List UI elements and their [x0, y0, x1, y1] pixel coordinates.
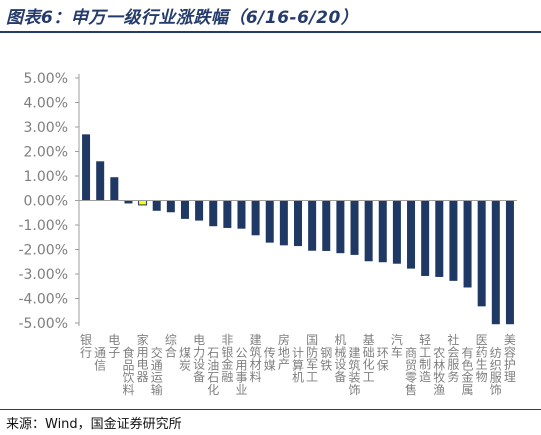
bar: [463, 200, 472, 288]
bar: [336, 200, 345, 254]
bar: [294, 200, 302, 247]
x-category-label: 通信: [94, 346, 106, 372]
x-category-label: 纺织服饰: [490, 346, 502, 397]
bar: [350, 200, 359, 255]
x-category-label: 银行: [80, 333, 92, 359]
bar: [110, 177, 119, 201]
x-category-label: 家用电器: [137, 332, 149, 384]
x-category-label: 综合: [165, 333, 177, 359]
y-tick-label: 0.00%: [24, 194, 68, 210]
bar: [223, 200, 232, 228]
bar: [124, 200, 133, 204]
x-category-label: 电子: [108, 333, 120, 359]
x-category-label: 环保: [377, 346, 389, 372]
y-tick-label: -1.00%: [18, 218, 68, 234]
bar: [279, 200, 288, 246]
x-category-label: 商贸零售: [405, 345, 417, 397]
x-category-label: 基础化工: [363, 333, 375, 384]
bar: [96, 161, 105, 201]
bar: [491, 200, 500, 325]
x-category-label: 石油石化: [207, 346, 219, 397]
bar: [477, 200, 486, 307]
x-category-label: 建筑材料: [250, 333, 262, 384]
y-tick-label: -3.00%: [18, 267, 68, 283]
source-note: 来源：Wind，国金证券研究所: [6, 417, 182, 432]
bar: [435, 200, 444, 277]
y-tick-label: -5.00%: [18, 316, 68, 332]
y-tick-label: 5.00%: [24, 71, 68, 87]
bar: [265, 200, 274, 243]
y-tick-label: 2.00%: [24, 145, 68, 161]
x-category-label: 美容护理: [504, 333, 516, 384]
x-category-label: 汽车: [391, 332, 403, 359]
source-rule: [0, 409, 541, 410]
x-category-label: 房地产: [278, 332, 290, 372]
y-tick-label: 1.00%: [24, 169, 68, 185]
y-tick-label: 3.00%: [24, 120, 68, 136]
x-category-label: 国防军工: [306, 333, 318, 384]
y-tick-label: -2.00%: [18, 243, 68, 259]
bar: [378, 200, 387, 263]
bar: [180, 200, 189, 219]
bar: [195, 200, 204, 221]
bar: [364, 200, 373, 262]
x-category-label: 计算机: [292, 346, 304, 385]
x-category-label: 非银金融: [221, 333, 233, 384]
bar: [251, 200, 260, 236]
x-category-label: 有色金属: [462, 346, 474, 397]
title-rule: [0, 31, 541, 33]
x-category-label: 农林牧渔: [433, 346, 445, 397]
x-category-label: 食品饮料: [122, 345, 134, 397]
x-category-label: 钢铁: [320, 346, 332, 372]
y-tick-label: -4.00%: [18, 292, 68, 308]
bar: [82, 134, 91, 201]
bar: [237, 200, 246, 229]
bar: [505, 200, 514, 325]
y-tick-label: 4.00%: [24, 96, 68, 112]
x-category-label: 电力设备: [193, 333, 205, 384]
bar: [421, 200, 430, 276]
x-category-label: 医药生物: [476, 333, 488, 384]
bar: [152, 200, 161, 211]
x-category-label: 建筑装饰: [349, 346, 361, 397]
bar: [407, 200, 416, 269]
bar: [308, 200, 317, 251]
bar: [392, 200, 401, 264]
x-category-label: 交通运输: [151, 345, 163, 397]
bar: [322, 200, 331, 251]
bar: [449, 200, 458, 281]
x-category-label: 社会服务: [447, 332, 459, 384]
bar-highlighted: [138, 200, 148, 206]
x-category-label: 轻工制造: [419, 333, 431, 384]
bar: [209, 200, 218, 227]
x-category-label: 传媒: [264, 345, 276, 372]
bar: [166, 200, 175, 213]
x-category-label: 公用事业: [235, 346, 247, 397]
x-category-label: 机械设备: [334, 333, 346, 384]
x-category-label: 煤炭: [179, 346, 191, 372]
figure-title: 图表6：申万一级行业涨跌幅（6/16-6/20）: [6, 8, 359, 28]
